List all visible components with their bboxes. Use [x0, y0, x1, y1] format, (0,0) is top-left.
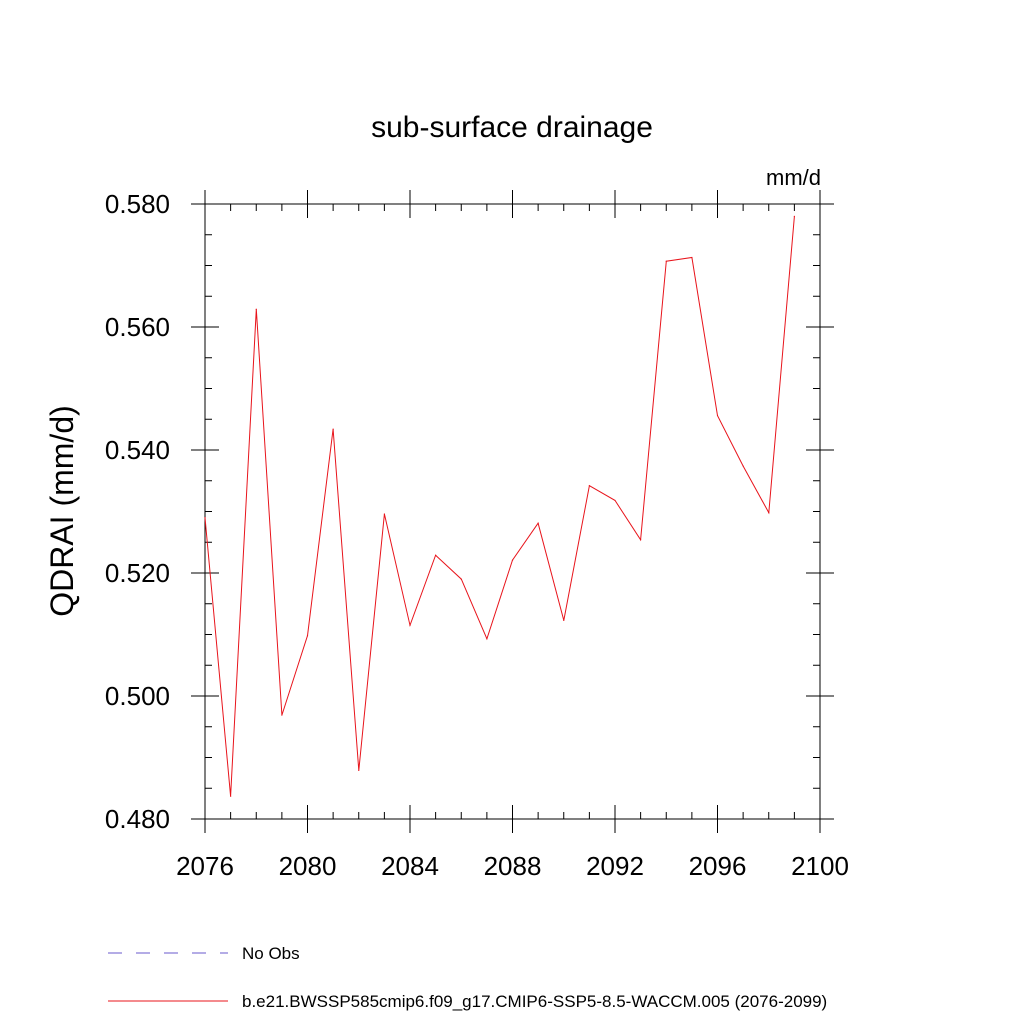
data-point — [204, 517, 206, 519]
data-point — [768, 512, 770, 514]
legend-label: b.e21.BWSSP585cmip6.f09_g17.CMIP6-SSP5-8… — [242, 992, 827, 1011]
data-point — [640, 539, 642, 541]
x-tick-label: 2092 — [586, 851, 644, 881]
x-axis-ticks: 2076 2080 2084 2088 2092 2096 2100 — [176, 190, 849, 881]
data-point — [230, 795, 232, 797]
y-tick-label: 0.520 — [105, 558, 170, 588]
x-tick-label: 2096 — [689, 851, 747, 881]
data-point — [742, 465, 744, 467]
data-point — [306, 635, 309, 637]
y-axis-label: QDRAI (mm/d) — [44, 405, 80, 617]
x-tick-label: 2076 — [176, 851, 234, 881]
y-tick-label: 0.580 — [105, 189, 170, 219]
series-layer — [204, 215, 795, 797]
data-point — [716, 414, 719, 417]
chart-title: sub-surface drainage — [371, 111, 653, 144]
data-point — [511, 559, 514, 561]
y-tick-label: 0.500 — [105, 681, 170, 711]
x-tick-label: 2100 — [791, 851, 849, 881]
data-point — [435, 554, 437, 556]
data-point — [460, 578, 462, 580]
data-point — [537, 522, 539, 524]
x-tick-label: 2084 — [381, 851, 439, 881]
data-point — [614, 499, 616, 502]
x-tick-label: 2088 — [484, 851, 542, 881]
units-label: mm/d — [766, 165, 821, 190]
y-tick-label: 0.560 — [105, 312, 170, 342]
data-point — [255, 308, 257, 310]
x-tick-label: 2080 — [279, 851, 337, 881]
plot-frame — [204, 203, 821, 820]
data-point — [358, 769, 360, 772]
y-tick-label: 0.480 — [105, 804, 170, 834]
data-point — [383, 513, 385, 515]
y-axis-ticks: 0.480 0.500 0.520 0.540 0.560 0.580 — [105, 189, 834, 834]
legend-label: No Obs — [242, 944, 300, 963]
data-point — [665, 260, 667, 262]
series-line — [204, 216, 795, 797]
data-point — [793, 215, 795, 217]
data-point — [563, 619, 565, 621]
legend: No Obs b.e21.BWSSP585cmip6.f09_g17.CMIP6-… — [108, 944, 827, 1011]
y-tick-label: 0.540 — [105, 435, 170, 465]
data-point — [281, 714, 283, 716]
data-point — [486, 638, 488, 640]
data-point — [409, 624, 411, 626]
data-point — [588, 485, 590, 487]
data-point — [691, 256, 693, 259]
data-point — [332, 428, 334, 430]
